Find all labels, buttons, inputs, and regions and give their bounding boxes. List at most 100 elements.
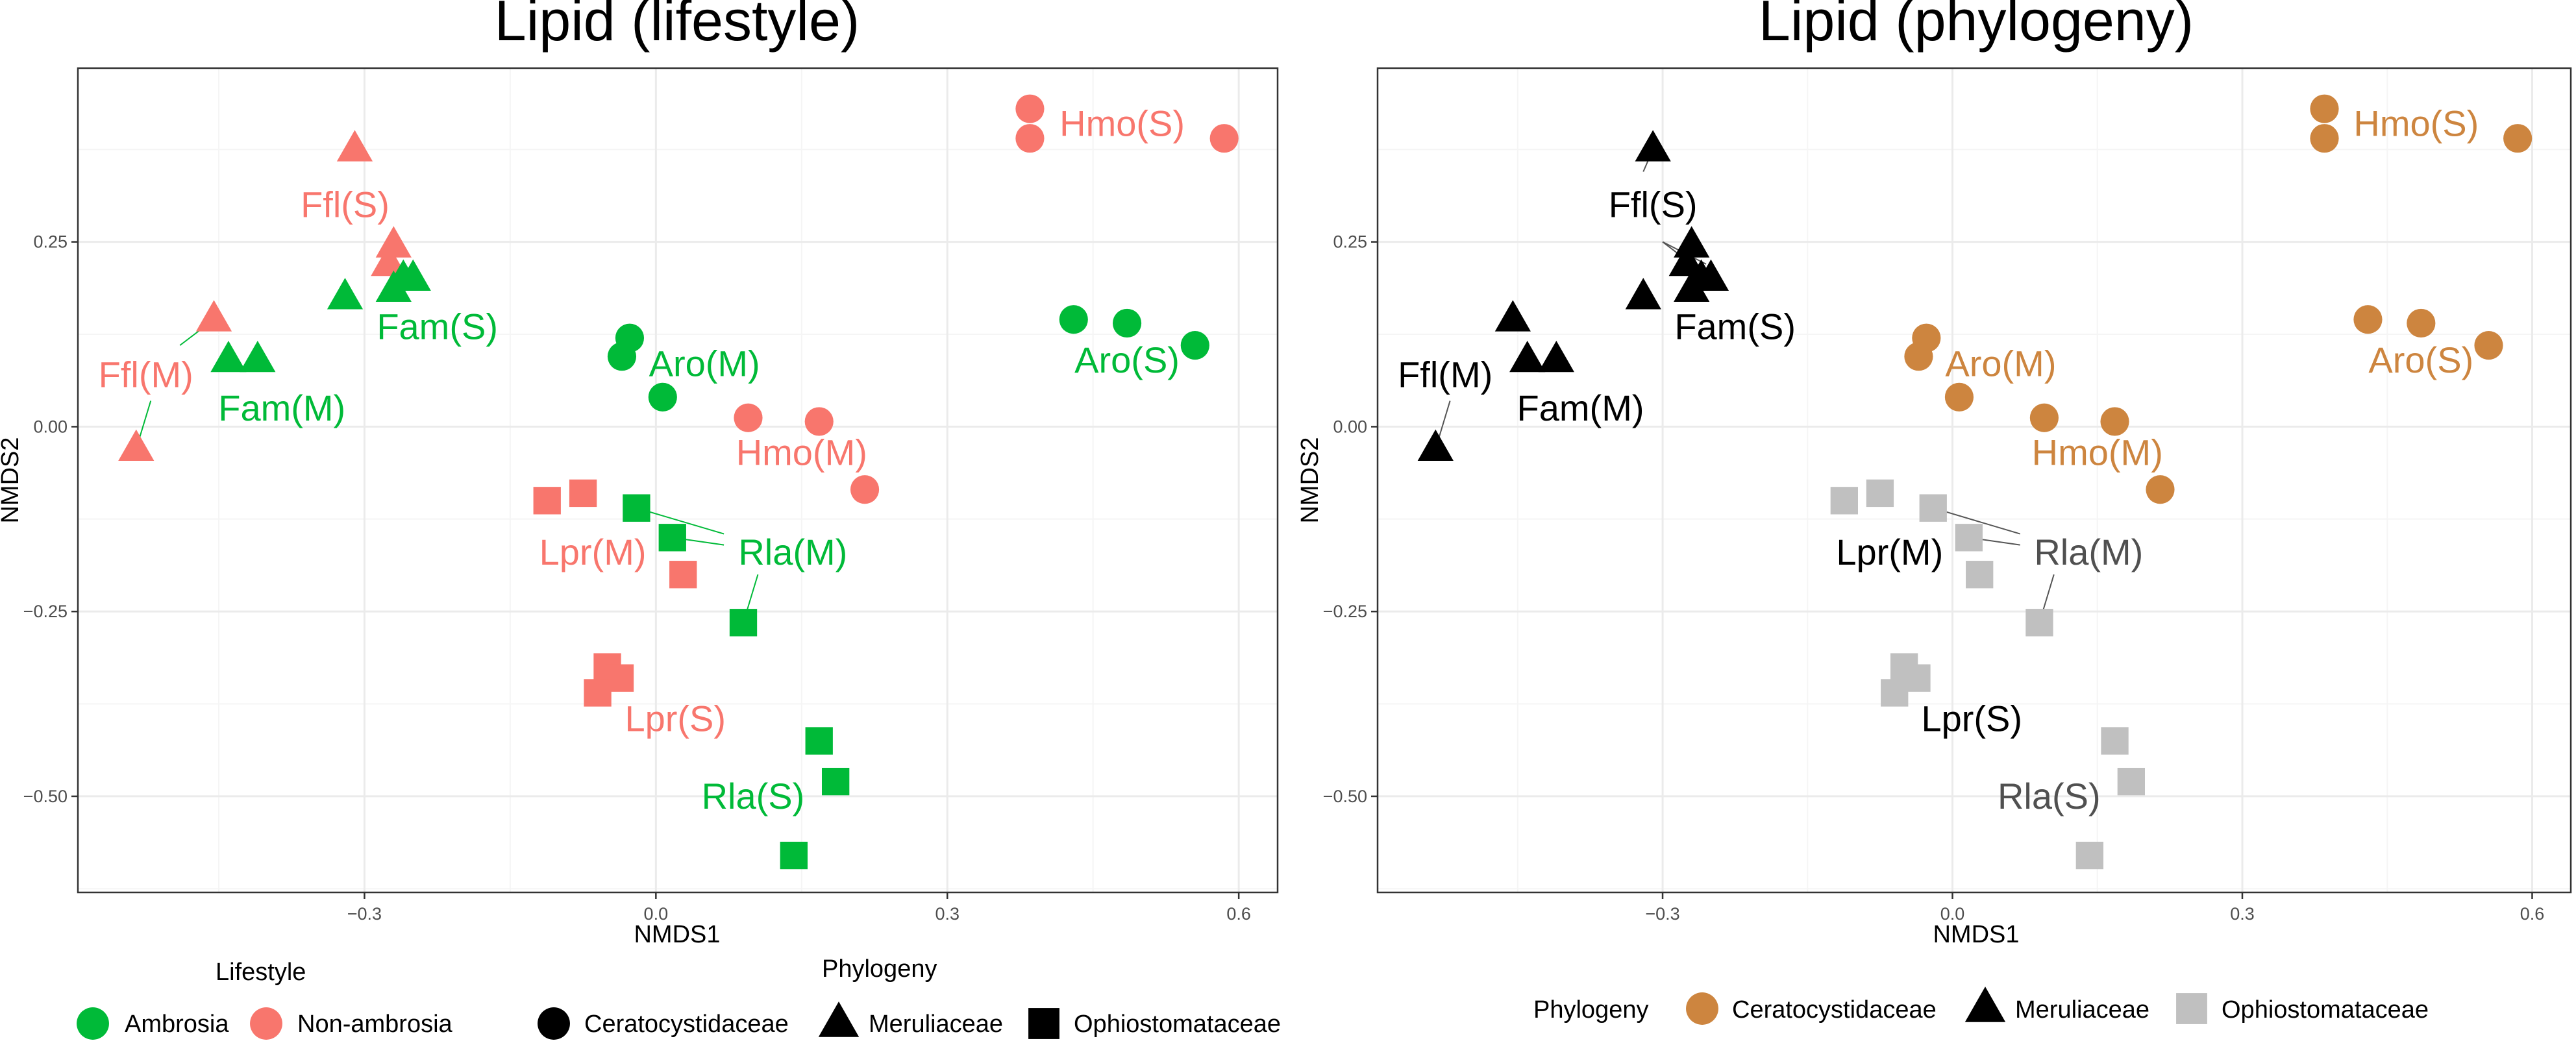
point-labels: Hmo(S) Ffl(S) Fam(S) Aro(M) Aro(S) Ffl(M) Fam(… — [1398, 103, 2479, 816]
legend-key-ophiostomataceae — [1028, 1008, 1059, 1039]
data-point-square — [2075, 841, 2104, 870]
data-point-triangle — [240, 340, 276, 373]
data-point-circle — [2474, 331, 2503, 360]
label-hmo-m: Hmo(M) — [736, 432, 867, 472]
x-tick-label: 0.0 — [1940, 904, 1965, 924]
y-tick-label: −0.25 — [1323, 602, 1367, 621]
x-tick-label: 0.6 — [1226, 904, 1251, 924]
label-fam-s: Fam(S) — [1674, 306, 1796, 347]
data-point-circle — [2407, 308, 2436, 338]
label-aro-m: Aro(M) — [1945, 343, 2056, 384]
data-point-circle — [734, 403, 763, 432]
legend-label-non-ambrosia: Non-ambrosia — [297, 1011, 453, 1038]
label-lpr-m: Lpr(M) — [1836, 532, 1943, 572]
data-point-square — [584, 679, 612, 707]
x-tick-label: 0.3 — [2230, 904, 2255, 924]
data-point-circle — [850, 475, 880, 504]
x-tick-label: −0.3 — [1645, 904, 1679, 924]
y-tick-label: −0.50 — [1323, 787, 1367, 806]
data-point-circle — [804, 407, 834, 436]
data-point-square — [2101, 727, 2129, 755]
data-point-circle — [1015, 124, 1045, 153]
y-tick-label: 0.00 — [33, 417, 68, 436]
y-tick-label: 0.25 — [1333, 232, 1367, 252]
data-point-circle — [1015, 94, 1045, 123]
data-point-square — [1919, 494, 1947, 522]
data-point-triangle — [1417, 429, 1454, 461]
label-rla-s: Rla(S) — [702, 776, 805, 816]
data-point-circle — [1904, 342, 1933, 371]
legend-label-ceratocystidaceae: Ceratocystidaceae — [1732, 996, 1937, 1024]
chart-title: Lipid (phylogeny) — [1759, 0, 2194, 53]
legend-key-meruliaceae — [818, 1001, 860, 1037]
data-point-square — [1866, 479, 1894, 508]
data-point-triangle — [1625, 278, 1661, 310]
point-labels: Hmo(S) Ffl(S) Fam(S) Aro(M) Aro(S) Ffl(M) Fam(… — [99, 103, 1185, 816]
label-ffl-m: Ffl(M) — [1398, 354, 1492, 395]
axes: −0.3 0.0 0.3 0.6 0.25 0.00 −0.25 −0.50 — [1323, 232, 2545, 924]
label-fam-s: Fam(S) — [377, 306, 498, 347]
label-connector — [1933, 507, 2020, 535]
data-point-triangle — [1509, 340, 1546, 373]
data-point-circle — [648, 382, 677, 411]
label-aro-s: Aro(S) — [2368, 339, 2473, 380]
panel-border — [1376, 67, 2572, 894]
label-lpr-s: Lpr(S) — [625, 698, 726, 739]
legend-label-ophiostomataceae: Ophiostomataceae — [2222, 996, 2429, 1024]
label-ffl-m: Ffl(M) — [99, 354, 193, 395]
legend-title-phylogeny: Phylogeny — [1533, 996, 1648, 1024]
label-lpr-s: Lpr(S) — [1921, 698, 2022, 739]
label-lpr-m: Lpr(M) — [539, 532, 647, 572]
data-point-square — [669, 561, 697, 589]
data-point-square — [1881, 679, 1909, 707]
label-rla-s: Rla(S) — [1998, 776, 2101, 816]
label-hmo-s: Hmo(S) — [2353, 103, 2479, 143]
y-tick-label: 0.00 — [1333, 417, 1367, 436]
label-ffl-s: Ffl(S) — [1609, 184, 1698, 225]
data-point-triangle — [371, 244, 407, 276]
legend-label-ambrosia: Ambrosia — [125, 1011, 229, 1038]
data-point-square — [821, 767, 850, 796]
lipid-phylogeny-panel: Lipid (phylogeny) NMDS1 NMDS2 −0.3 0.0 0.3… — [1296, 0, 2572, 948]
data-point-triangle — [327, 278, 364, 310]
label-hmo-s: Hmo(S) — [1059, 103, 1185, 143]
data-point-circle — [2353, 305, 2383, 334]
legend-key-ambrosia — [77, 1007, 109, 1040]
gridlines — [78, 68, 1278, 892]
data-point-square — [2025, 609, 2053, 637]
legend-key-ceratocystidaceae — [1686, 992, 1718, 1025]
data-point-triangle — [1674, 226, 1710, 258]
legend-lifestyle-phylogeny: Lifestyle Phylogeny Ambrosia Non-ambrosi… — [77, 955, 1281, 1040]
data-point-circle — [1180, 331, 1209, 360]
data-point-square — [1830, 487, 1858, 515]
legend-key-ceratocystidaceae — [538, 1007, 570, 1040]
legend-title-phylogeny: Phylogeny — [822, 955, 937, 983]
data-point-circle — [2029, 403, 2059, 432]
legend-key-ophiostomataceae — [2176, 993, 2207, 1024]
data-point-square — [2117, 767, 2146, 796]
x-tick-label: 0.0 — [644, 904, 669, 924]
data-point-triangle — [1494, 300, 1531, 332]
legend-label-ceratocystidaceae: Ceratocystidaceae — [584, 1011, 789, 1038]
legend-key-non-ambrosia — [250, 1007, 282, 1040]
axes: −0.3 0.0 0.3 0.6 0.25 0.00 −0.25 −0.50 — [23, 232, 1251, 924]
data-point-triangle — [1538, 340, 1574, 373]
label-fam-m: Fam(M) — [218, 387, 345, 428]
data-point-square — [805, 727, 833, 755]
x-tick-label: 0.3 — [935, 904, 960, 924]
data-point-square — [1966, 561, 1994, 589]
label-connector — [636, 507, 724, 535]
y-tick-label: −0.50 — [23, 787, 68, 806]
data-point-square — [623, 494, 650, 522]
gridlines — [1378, 68, 2571, 892]
data-point-circle — [2146, 475, 2175, 504]
y-tick-label: 0.25 — [33, 232, 68, 252]
data-point-circle — [2310, 124, 2339, 153]
x-tick-label: −0.3 — [347, 904, 382, 924]
data-point-triangle — [195, 300, 232, 332]
data-point-circle — [1944, 382, 1974, 411]
data-point-triangle — [336, 130, 373, 162]
label-aro-m: Aro(M) — [649, 343, 760, 384]
